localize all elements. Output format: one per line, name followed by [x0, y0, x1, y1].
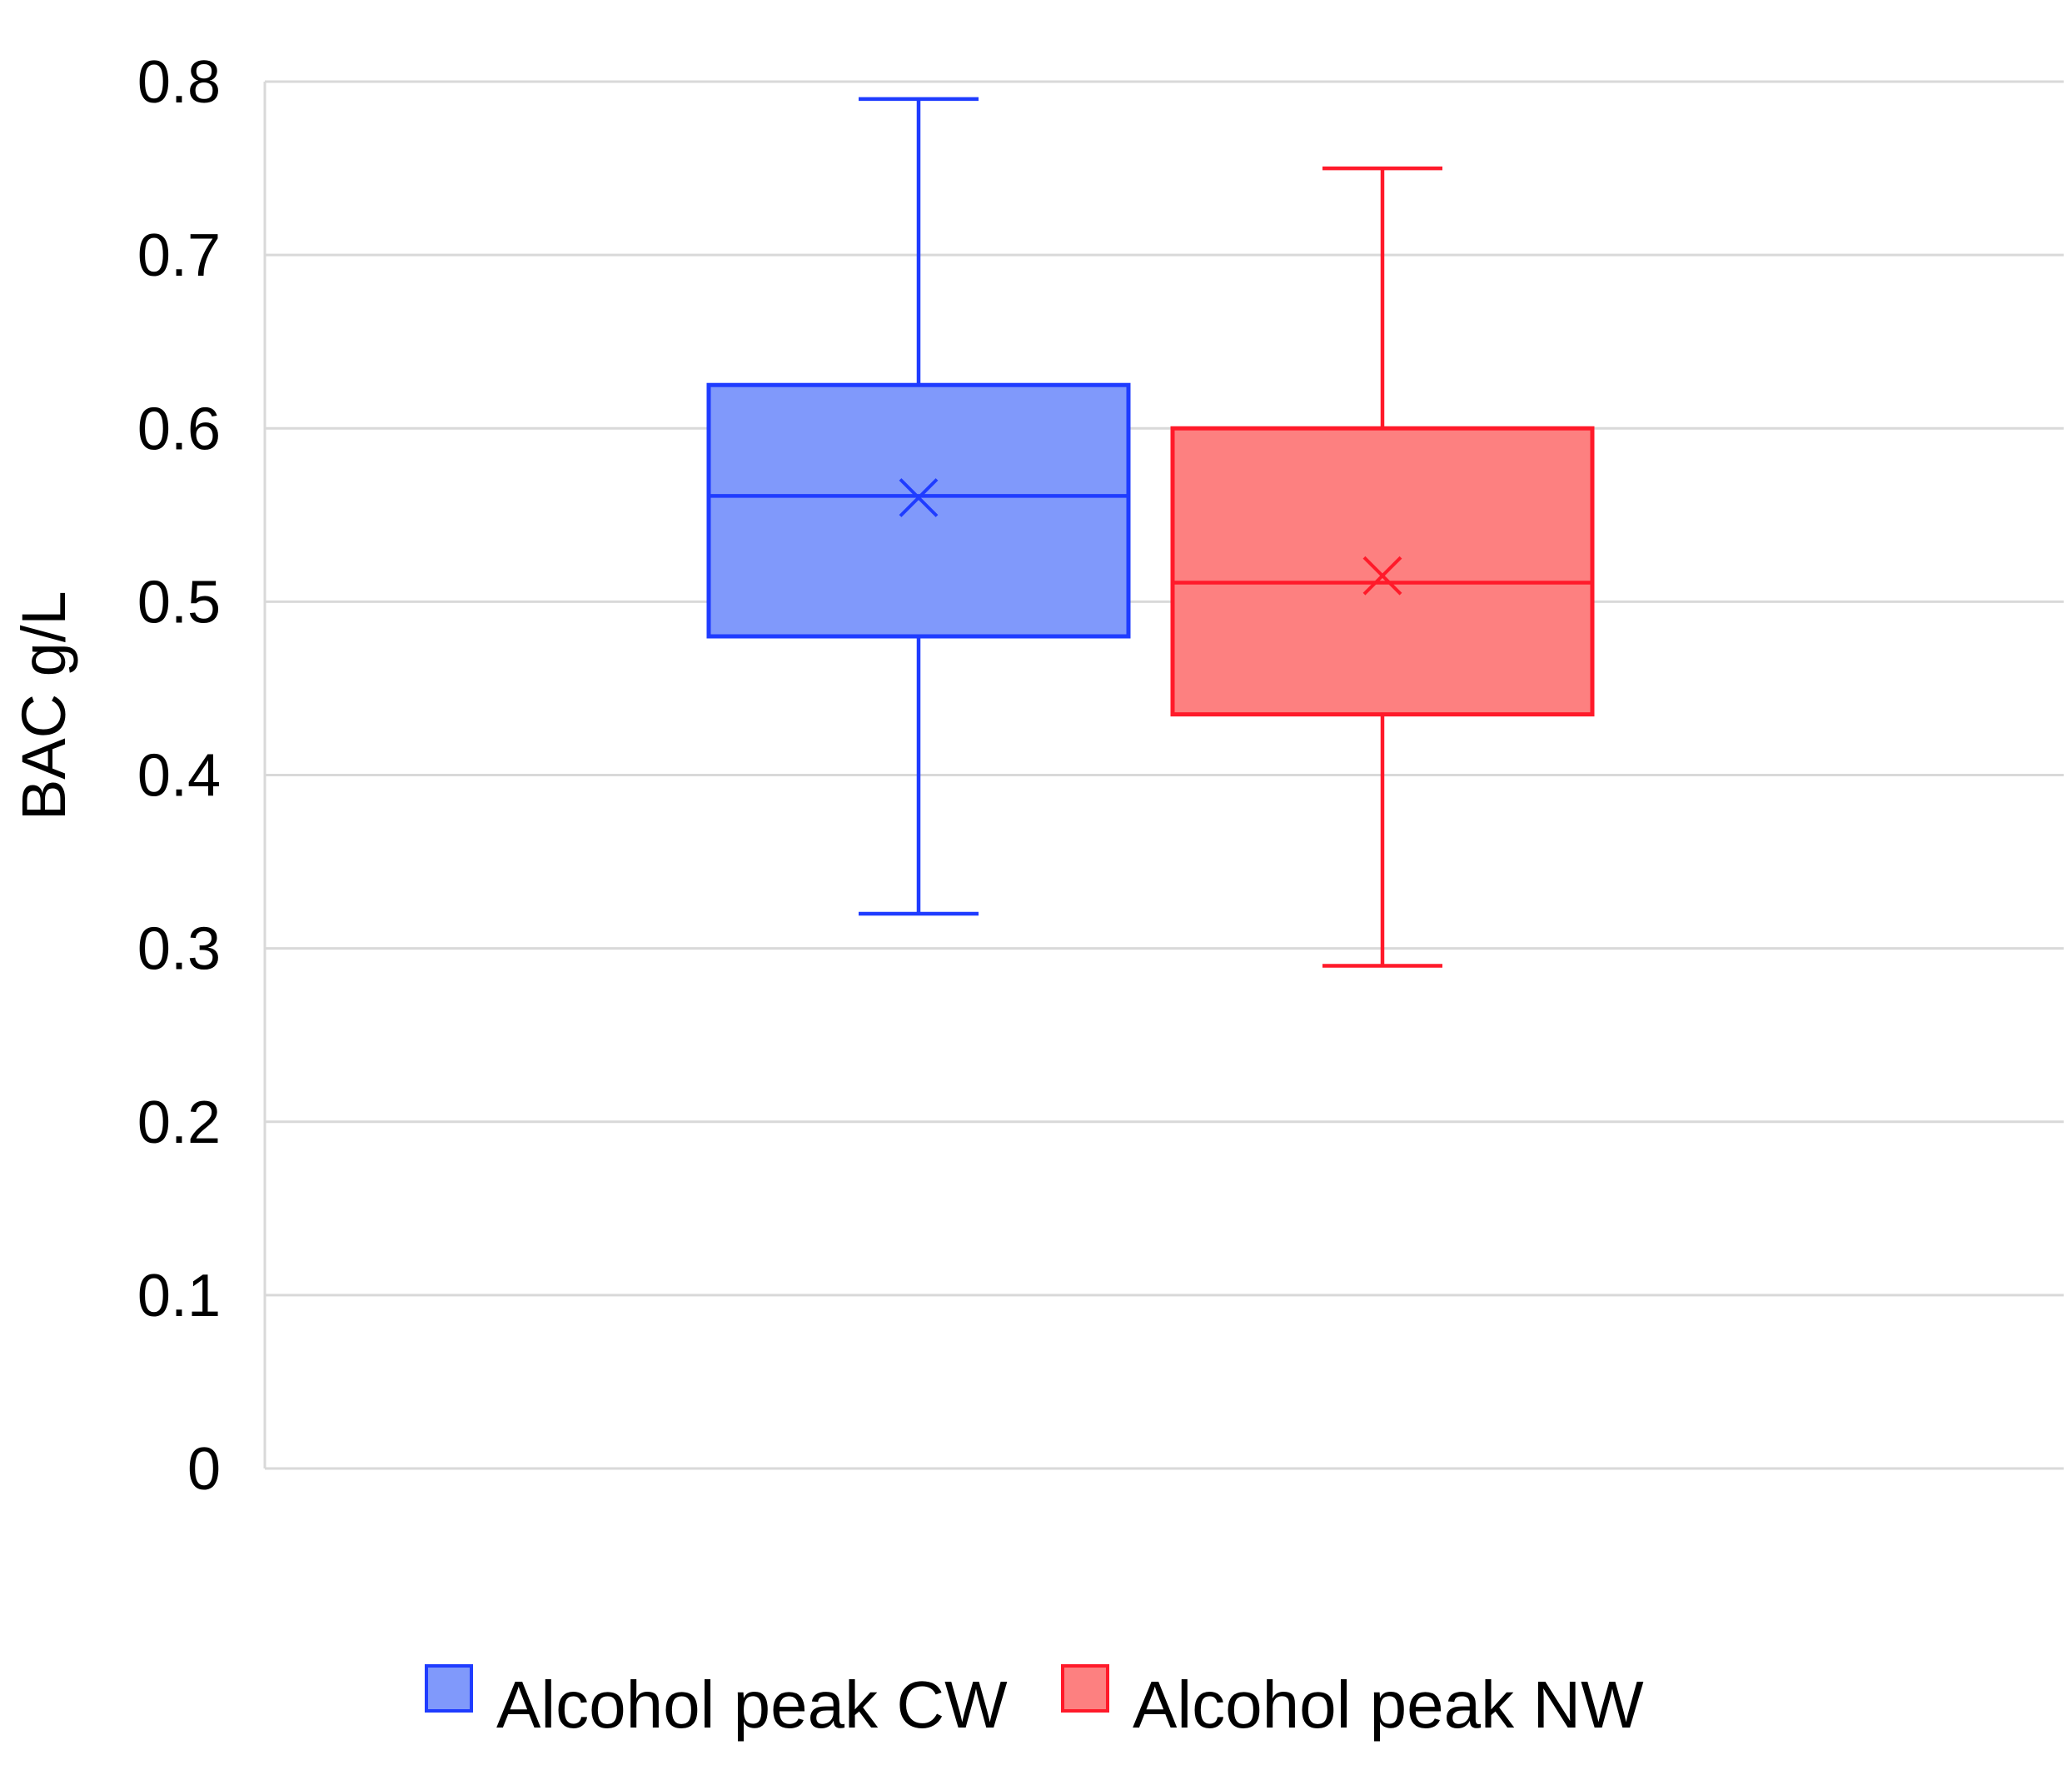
mean-marker — [899, 478, 939, 517]
y-axis: 0 0.1 0.2 0.3 0.4 0.5 0.6 0.7 0.8 — [137, 49, 266, 1503]
legend-swatch — [425, 1664, 473, 1713]
gridlines — [265, 80, 2064, 1470]
iqr-box — [1170, 426, 1595, 717]
y-tick-label: 0.7 — [137, 222, 221, 289]
y-tick-label: 0.8 — [137, 49, 221, 116]
y-tick-label: 0.3 — [137, 916, 221, 983]
y-tick-label: 0 — [187, 1436, 221, 1503]
box-nw — [1170, 166, 1595, 968]
box-series — [706, 97, 1595, 968]
y-tick-label: 0.6 — [137, 396, 221, 462]
y-tick-label: 0.2 — [137, 1089, 221, 1156]
box-cw — [706, 97, 1131, 916]
y-axis-title: BAC g/L — [9, 591, 78, 820]
y-tick-label: 0.5 — [137, 569, 221, 636]
y-tick-label: 0.1 — [137, 1263, 221, 1329]
iqr-box — [706, 382, 1131, 639]
legend-label: Alcohol peak CW — [496, 1668, 1008, 1742]
y-tick-label: 0.4 — [137, 743, 221, 810]
mean-marker — [1362, 556, 1402, 596]
legend-swatch — [1061, 1664, 1109, 1713]
legend: Alcohol peak CW Alcohol peak NW — [425, 1664, 1644, 1742]
legend-label: Alcohol peak NW — [1133, 1668, 1644, 1742]
